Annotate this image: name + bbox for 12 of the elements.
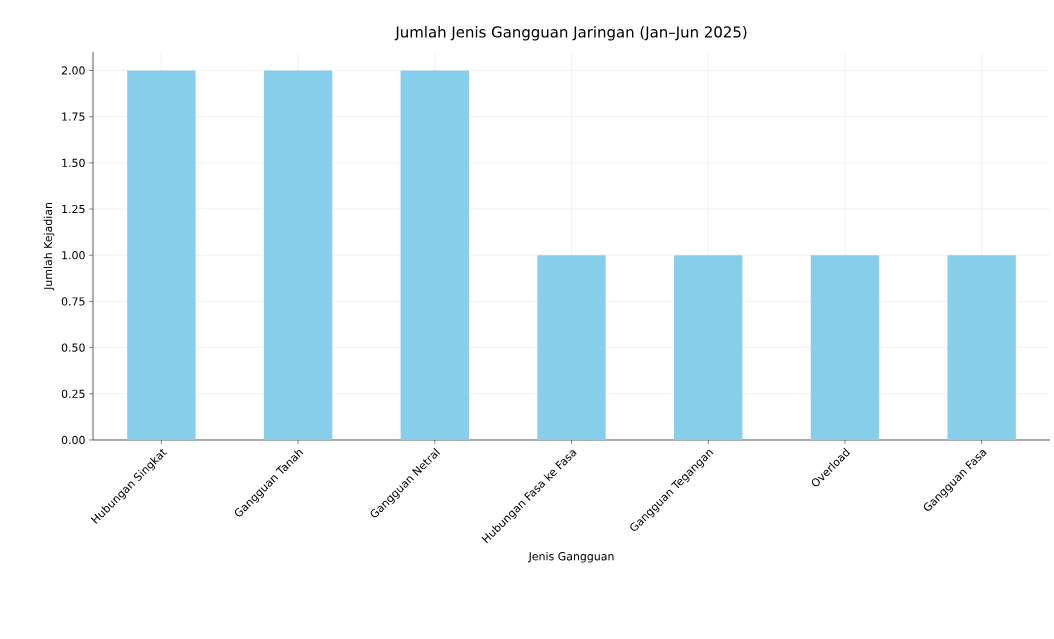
y-tick-label: 2.00 <box>61 66 85 75</box>
y-axis-title: Jumlah Kejadian <box>43 202 55 291</box>
x-axis-title: Jenis Gangguan <box>528 551 614 563</box>
y-tick-label: 1.75 <box>62 112 85 121</box>
chart-title: Jumlah Jenis Gangguan Jaringan (Jan–Jun 2025) <box>394 26 747 41</box>
y-tick-label: 0.50 <box>61 343 85 352</box>
y-tick-label: 0.25 <box>61 389 85 398</box>
y-tick-label: 0.00 <box>61 435 85 445</box>
y-tick-label: 0.75 <box>61 297 85 306</box>
y-tick-label: 1.50 <box>62 158 85 167</box>
y-tick-label: 1.00 <box>62 251 85 260</box>
y-tick-label: 1.25 <box>62 204 85 214</box>
